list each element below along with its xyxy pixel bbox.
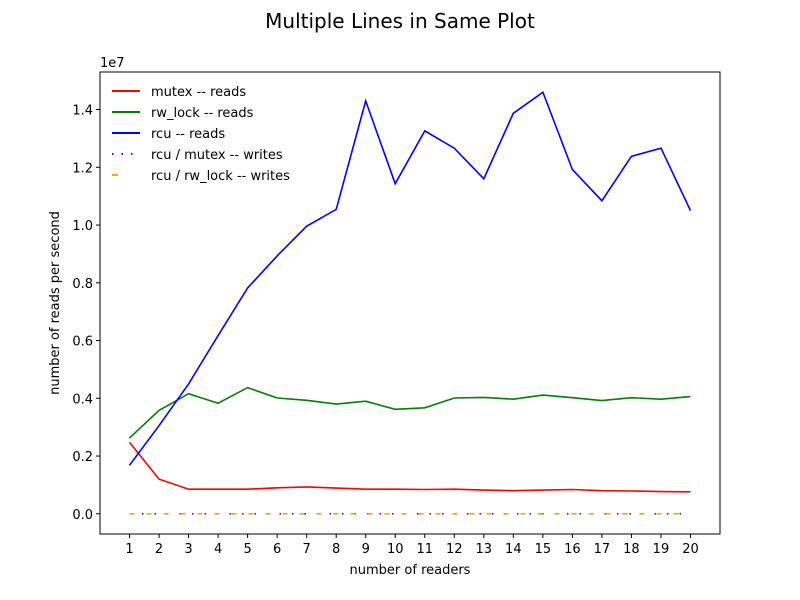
chart-title: Multiple Lines in Same Plot bbox=[265, 9, 535, 33]
y-tick-label: 1.2 bbox=[72, 161, 93, 176]
x-tick-label: 3 bbox=[184, 542, 192, 557]
legend-label: rcu -- reads bbox=[151, 127, 225, 142]
y-offset-label: 1e7 bbox=[100, 56, 125, 71]
x-tick-label: 15 bbox=[535, 542, 552, 557]
series-line-1 bbox=[128, 441, 691, 493]
series-line-3 bbox=[128, 90, 692, 466]
y-axis-title: number of reads per second bbox=[48, 211, 63, 395]
x-tick-label: 18 bbox=[623, 542, 640, 557]
x-tick-label: 7 bbox=[303, 542, 311, 557]
y-tick-label: 1.4 bbox=[72, 104, 93, 119]
x-tick-label: 19 bbox=[653, 542, 670, 557]
x-tick-label: 12 bbox=[446, 542, 463, 557]
x-tick-label: 4 bbox=[214, 542, 222, 557]
legend-label: rcu / rw_lock -- writes bbox=[151, 169, 290, 184]
x-tick-label: 10 bbox=[387, 542, 404, 557]
x-tick-label: 9 bbox=[362, 542, 370, 557]
x-tick-label: 11 bbox=[416, 542, 433, 557]
legend-label: rcu / mutex -- writes bbox=[151, 148, 283, 163]
y-tick-label: 0.2 bbox=[72, 450, 93, 465]
x-tick-label: 5 bbox=[243, 542, 251, 557]
x-axis-title: number of readers bbox=[350, 563, 471, 578]
x-tick-label: 6 bbox=[273, 542, 281, 557]
x-tick-label: 2 bbox=[155, 542, 163, 557]
legend-label: mutex -- reads bbox=[151, 85, 246, 100]
x-tick-label: 16 bbox=[564, 542, 581, 557]
x-axis: 1 2 3 4 5 6 7 8 9 10 11 12 13 14 15 16 17 18 19 20 bbox=[125, 534, 699, 557]
y-axis: 0.0 0.2 0.4 0.6 0.8 1.0 1.2 1.4 bbox=[72, 104, 100, 523]
y-tick-label: 0.8 bbox=[72, 277, 93, 292]
plot-area bbox=[128, 90, 692, 515]
x-tick-label: 1 bbox=[125, 542, 133, 557]
x-tick-label: 8 bbox=[332, 542, 340, 557]
legend: mutex -- reads rw_lock -- reads rcu -- rea… bbox=[112, 85, 290, 184]
x-tick-label: 17 bbox=[594, 542, 611, 557]
axes-frame bbox=[99, 71, 721, 535]
y-tick-label: 0.0 bbox=[72, 508, 93, 523]
y-tick-label: 1.0 bbox=[72, 219, 93, 234]
y-tick-label: 0.6 bbox=[72, 335, 93, 350]
y-tick-label: 0.4 bbox=[72, 392, 93, 407]
legend-label: rw_lock -- reads bbox=[151, 106, 254, 121]
x-tick-label: 20 bbox=[682, 542, 699, 557]
x-tick-label: 14 bbox=[505, 542, 522, 557]
x-tick-label: 13 bbox=[476, 542, 493, 557]
series-line-2 bbox=[128, 386, 691, 439]
